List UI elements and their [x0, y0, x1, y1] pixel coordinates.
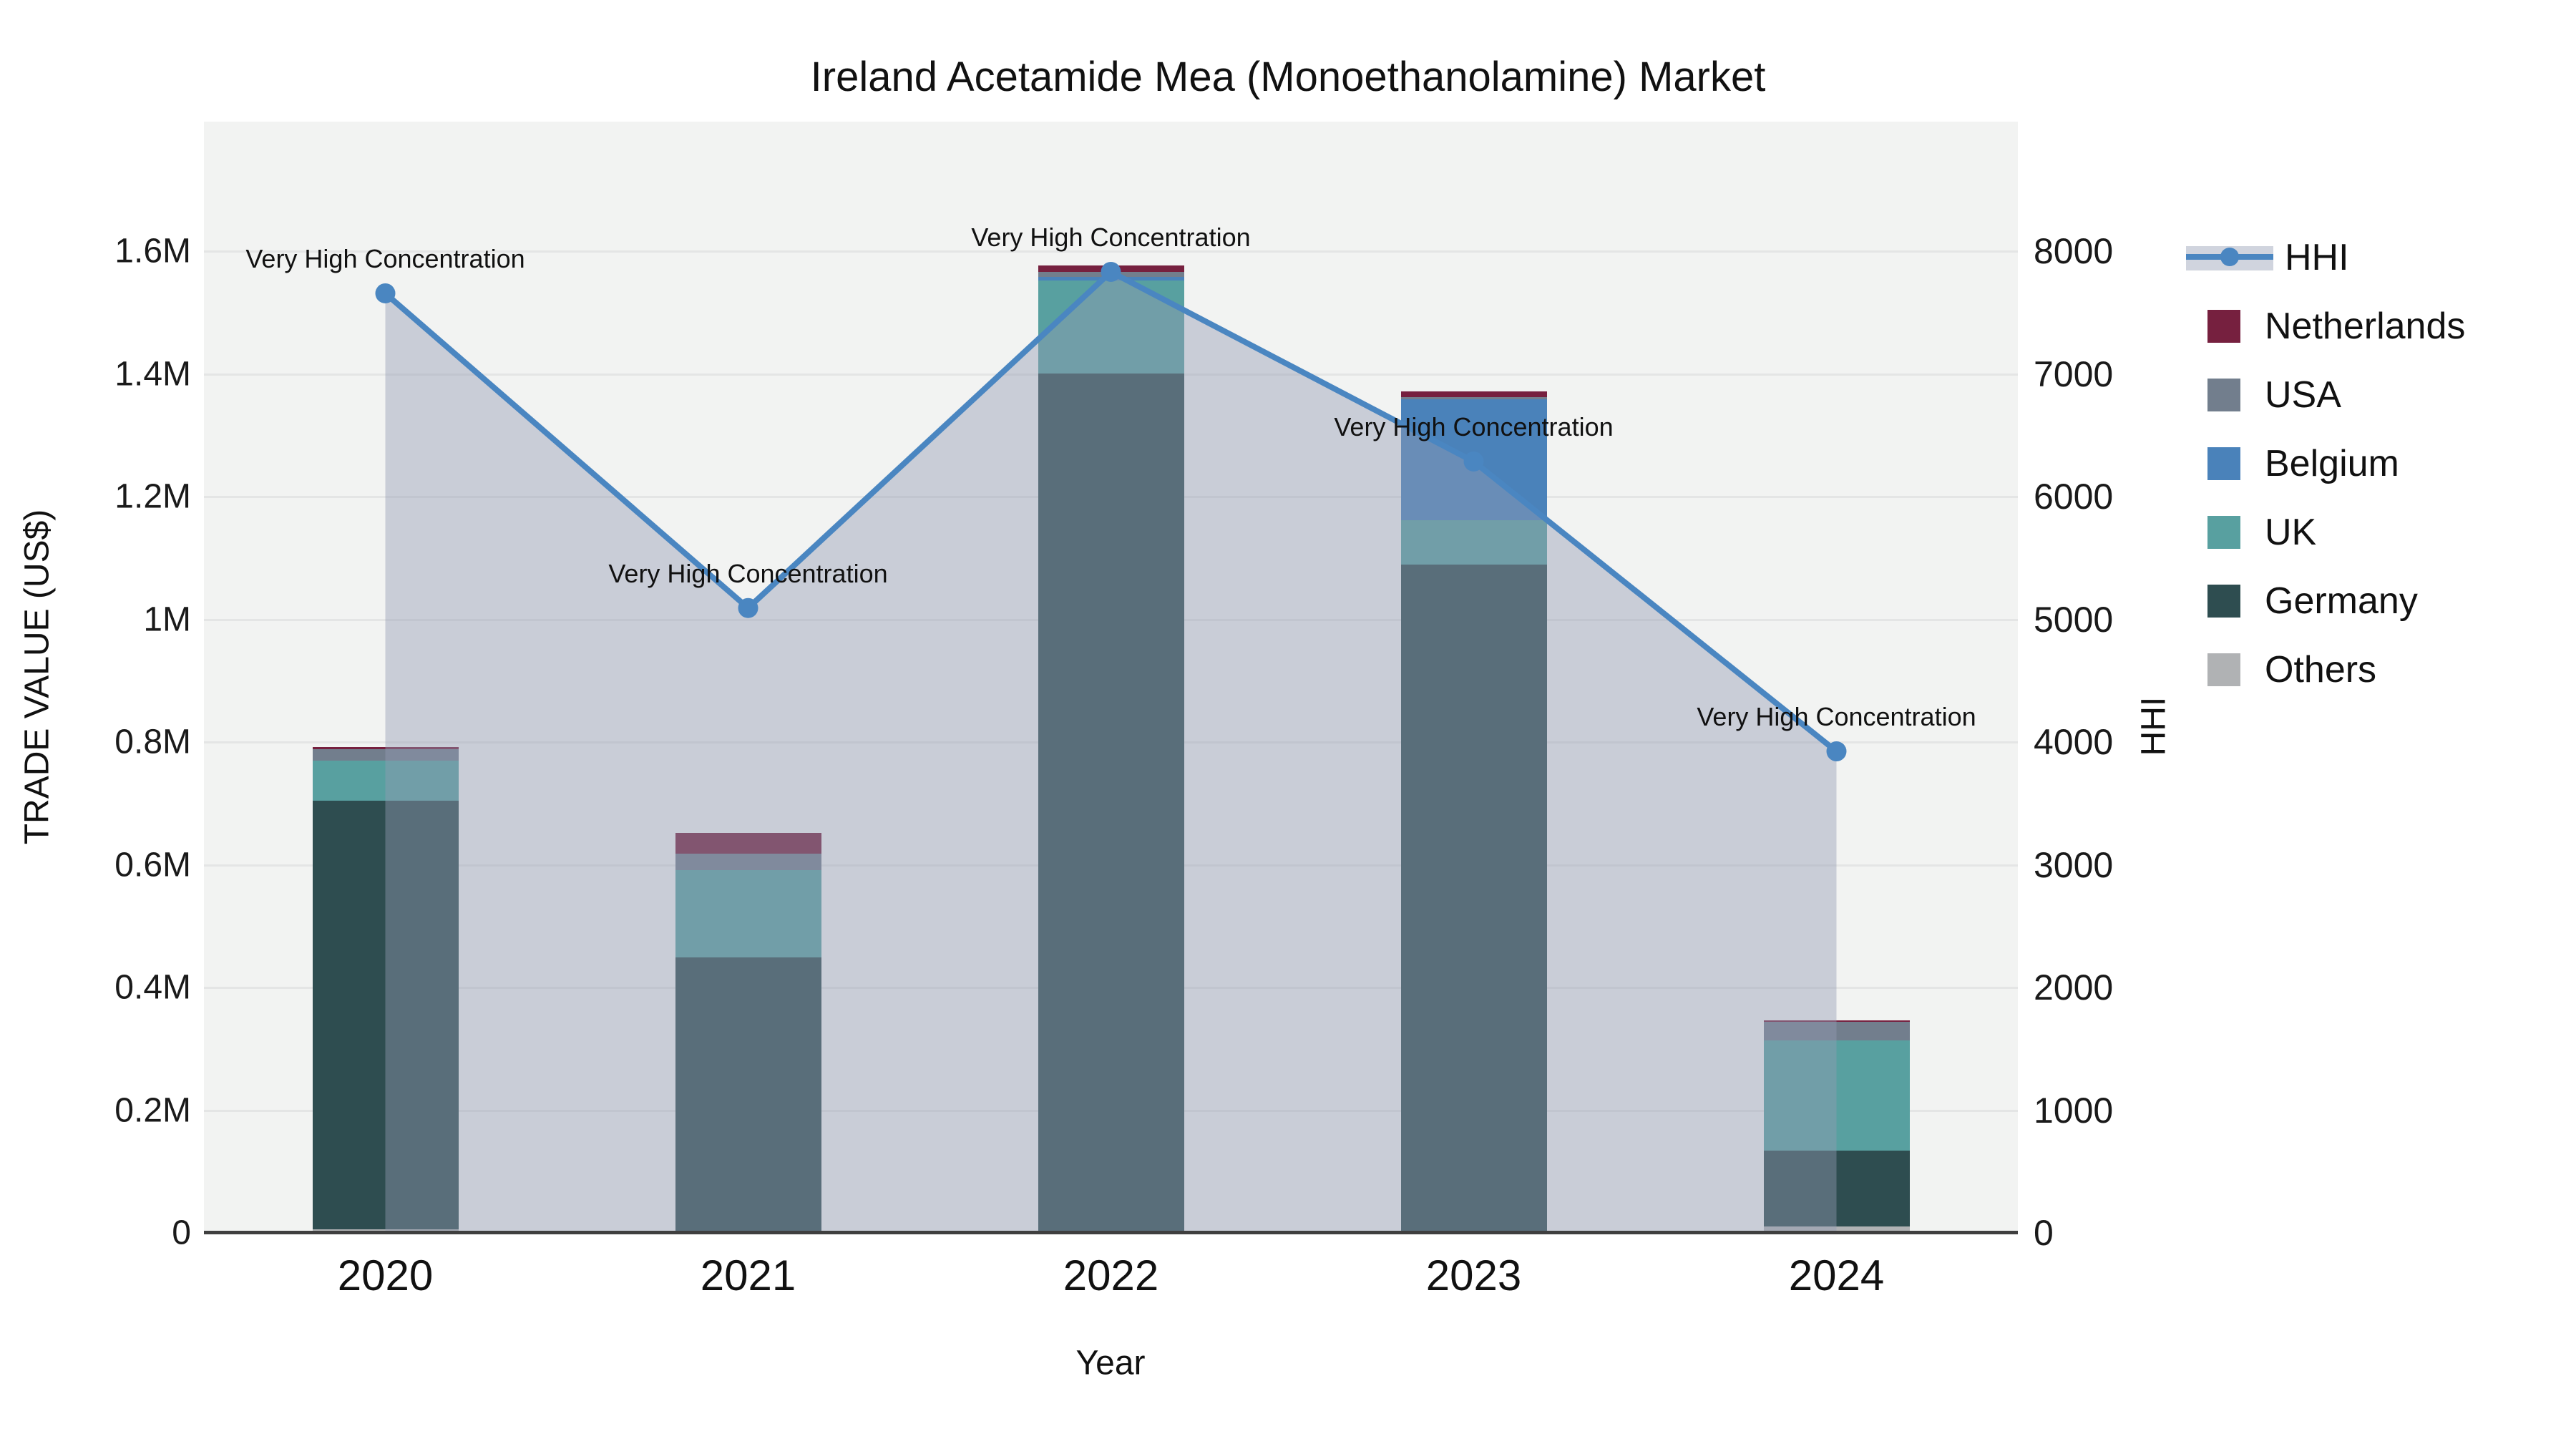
- y-tick-right-7000: 7000: [2034, 353, 2114, 394]
- bar-2024-germany[interactable]: [1763, 1151, 1910, 1227]
- y-tick-left-0.8M: 0.8M: [114, 723, 191, 761]
- y-axis-right-title: HHI: [2135, 696, 2173, 756]
- y-tick-right-1000: 1000: [2034, 1090, 2114, 1131]
- annotation-2020: Very High Concentration: [245, 243, 525, 273]
- y-tick-right-2000: 2000: [2034, 967, 2114, 1008]
- annotation-2022: Very High Concentration: [971, 222, 1251, 252]
- legend-item-netherlands[interactable]: Netherlands: [2207, 292, 2465, 361]
- hhi-legend-marker: [2220, 248, 2239, 266]
- bar-2024-uk[interactable]: [1763, 1040, 1910, 1151]
- hhi-legend-swatch: [2186, 242, 2273, 273]
- legend-item-belgium[interactable]: Belgium: [2207, 429, 2465, 498]
- y-tick-left-0: 0: [172, 1214, 191, 1252]
- y-tick-left-1M: 1M: [143, 600, 191, 638]
- hhi-marker-2022[interactable]: [1101, 261, 1121, 282]
- bar-2020-usa[interactable]: [312, 749, 459, 761]
- legend-swatch-others: [2207, 653, 2240, 686]
- x-tick-2022: 2022: [1063, 1252, 1159, 1299]
- bar-2021-germany[interactable]: [675, 957, 821, 1231]
- legend-swatch-netherlands: [2207, 310, 2240, 343]
- y-tick-left-0.2M: 0.2M: [114, 1091, 191, 1129]
- gridline: [204, 250, 2018, 253]
- legend-item-uk[interactable]: UK: [2207, 498, 2465, 567]
- bar-2020-netherlands[interactable]: [312, 746, 459, 750]
- annotation-2021: Very High Concentration: [608, 558, 888, 588]
- y-axis-left-title: TRADE VALUE (US$): [18, 509, 57, 845]
- legend-label-germany: Germany: [2265, 580, 2418, 622]
- x-tick-2021: 2021: [700, 1252, 796, 1299]
- x-axis-line: [204, 1231, 2018, 1234]
- legend-item-hhi[interactable]: HHI: [2186, 223, 2465, 292]
- bar-2021-uk[interactable]: [675, 870, 821, 957]
- legend-label-belgium: Belgium: [2265, 443, 2399, 484]
- legend-label-others: Others: [2265, 649, 2377, 691]
- legend-label-usa: USA: [2265, 374, 2341, 416]
- y-tick-left-1.4M: 1.4M: [114, 355, 191, 393]
- legend-swatch-belgium: [2207, 447, 2240, 480]
- bar-2024-others[interactable]: [1763, 1226, 1910, 1233]
- y-tick-right-3000: 3000: [2034, 844, 2114, 885]
- hhi-marker-2021[interactable]: [738, 597, 758, 618]
- legend-swatch-usa: [2207, 379, 2240, 411]
- legend: HHI Netherlands USA Belgium UK Germany Others: [2186, 223, 2465, 704]
- annotation-2023: Very High Concentration: [1334, 411, 1614, 441]
- plot-area: Very High Concentration Very High Concent…: [204, 122, 2018, 1234]
- bar-2023-germany[interactable]: [1400, 565, 1547, 1231]
- legend-item-germany[interactable]: Germany: [2207, 567, 2465, 635]
- bar-2024-netherlands[interactable]: [1763, 1020, 1910, 1023]
- bar-2020-uk[interactable]: [312, 760, 459, 801]
- x-tick-2023: 2023: [1425, 1252, 1522, 1299]
- bar-2023-netherlands[interactable]: [1400, 391, 1547, 398]
- legend-item-usa[interactable]: USA: [2207, 361, 2465, 429]
- legend-label-netherlands: Netherlands: [2265, 306, 2466, 347]
- bar-2021-netherlands[interactable]: [675, 832, 821, 854]
- y-tick-right-4000: 4000: [2034, 722, 2114, 762]
- bar-2022-germany[interactable]: [1038, 373, 1184, 1231]
- bar-2023-uk[interactable]: [1400, 519, 1547, 565]
- bar-2024-usa[interactable]: [1763, 1022, 1910, 1040]
- y-tick-left-0.4M: 0.4M: [114, 968, 191, 1007]
- y-tick-left-0.6M: 0.6M: [114, 846, 191, 884]
- legend-label-uk: UK: [2265, 512, 2317, 553]
- y-tick-right-5000: 5000: [2034, 599, 2114, 640]
- legend-swatch-uk: [2207, 516, 2240, 549]
- x-axis-title: Year: [1075, 1344, 1146, 1382]
- annotation-2024: Very High Concentration: [1697, 702, 1976, 732]
- y-tick-right-8000: 8000: [2034, 231, 2114, 271]
- bar-2023-usa[interactable]: [1400, 397, 1547, 399]
- bar-2020-germany[interactable]: [312, 801, 459, 1229]
- hhi-marker-2024[interactable]: [1826, 741, 1847, 762]
- legend-swatch-germany: [2207, 585, 2240, 618]
- chart-title-line1: Ireland Acetamide Mea (Monoethanolamine)…: [810, 54, 1766, 100]
- y-tick-right-0: 0: [2034, 1213, 2054, 1253]
- hhi-marker-2020[interactable]: [375, 283, 396, 303]
- hhi-area-fill: [385, 271, 1837, 1233]
- x-tick-2024: 2024: [1788, 1252, 1885, 1299]
- legend-item-others[interactable]: Others: [2207, 635, 2465, 704]
- legend-label-hhi: HHI: [2285, 237, 2349, 278]
- hhi-marker-2023[interactable]: [1463, 451, 1484, 472]
- bar-2021-usa[interactable]: [675, 854, 821, 871]
- x-tick-2020: 2020: [337, 1252, 434, 1299]
- y-tick-left-1.2M: 1.2M: [114, 477, 191, 516]
- y-tick-right-6000: 6000: [2034, 477, 2114, 517]
- y-tick-left-1.6M: 1.6M: [114, 232, 191, 270]
- hhi-line-layer: [375, 261, 1847, 1233]
